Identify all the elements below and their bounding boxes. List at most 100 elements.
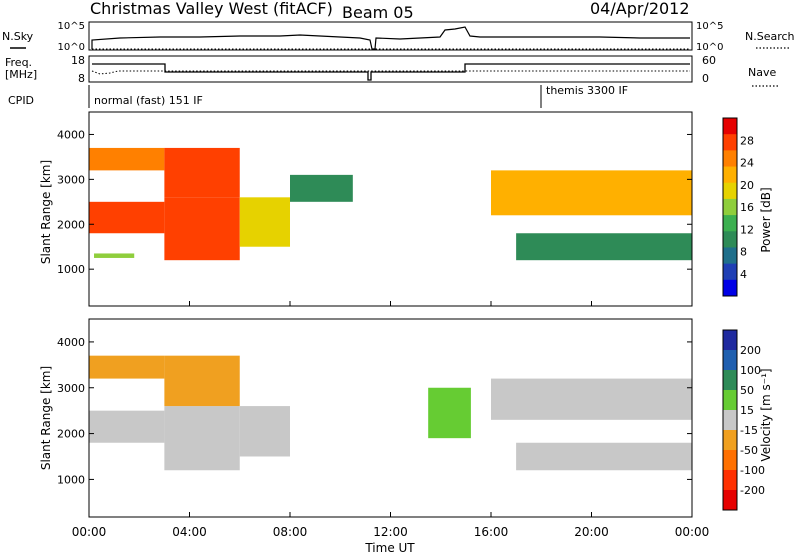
vel-cbar-tick-5: -50	[740, 444, 758, 457]
velocity-region-4	[239, 406, 290, 457]
freq-label-line1: Freq.	[5, 56, 32, 69]
power-region-1	[89, 147, 165, 171]
nave-label: Nave	[748, 66, 776, 79]
nsky-label: N.Sky	[2, 30, 34, 43]
date-label: 04/Apr/2012	[590, 0, 690, 18]
vel-cbar-tick-2: 50	[740, 384, 754, 397]
cpid-mode1: normal (fast) 151 IF	[94, 94, 203, 107]
cpid-label: CPID	[8, 94, 34, 107]
power-ytick-label-2: 3000	[57, 173, 85, 186]
power-region-2	[94, 253, 135, 258]
vel-cbar-tick-3: 15	[740, 404, 754, 417]
power-cbar-tick-2: 20	[740, 179, 754, 192]
power-cbar-swatch-6	[723, 215, 737, 232]
freq-panel: Freq. [MHz] 18 8 60 0 Nave	[5, 54, 780, 87]
vel-cbar-swatch-4	[723, 410, 737, 431]
freq-label-line2: [MHz]	[5, 68, 37, 81]
power-region-4	[164, 147, 240, 198]
power-cbar-swatch-0	[723, 118, 737, 135]
power-cbar-swatch-5	[723, 198, 737, 216]
xtick-label-2: 08:00	[273, 525, 308, 539]
power-cbar-swatch-4	[723, 182, 737, 200]
power-cbar-tick-6: 4	[740, 268, 747, 281]
power-colorbar: 28 24 20 16 12 8 4	[722, 117, 754, 297]
vel-cbar-tick-6: -100	[740, 464, 765, 477]
vel-cbar-swatch-6	[723, 450, 737, 471]
power-region-0	[89, 201, 165, 234]
velocity-region-0	[89, 410, 165, 443]
noise-tick-bottom-left: 10^0	[58, 42, 85, 53]
vel-cbar-swatch-8	[723, 490, 737, 511]
time-xticks: 00:00 04:00 08:00 12:00 16:00 20:00 00:00	[72, 301, 710, 539]
power-region-7	[491, 170, 692, 216]
power-cbar-tick-4: 12	[740, 223, 754, 236]
velocity-region-2	[164, 406, 240, 471]
power-ytick-label-0: 1000	[57, 263, 85, 276]
velocity-ytick-label-2: 3000	[57, 382, 85, 395]
power-cbar-tick-1: 24	[740, 157, 754, 170]
xtick-label-5: 20:00	[574, 525, 609, 539]
freq-tick-top: 18	[71, 54, 85, 67]
power-cbar-swatch-2	[723, 150, 737, 168]
velocity-ytick-label-1: 2000	[57, 428, 85, 441]
vel-cbar-tick-1: 100	[740, 364, 761, 377]
power-cbar-tick-0: 28	[740, 134, 754, 147]
beam-label: Beam 05	[342, 3, 414, 22]
power-cbar-swatch-9	[723, 263, 737, 281]
power-ytick-label-1: 2000	[57, 218, 85, 231]
time-xlabel: Time UT	[364, 541, 415, 554]
vel-cbar-frame	[722, 329, 738, 511]
velocity-region-6	[491, 378, 692, 420]
velocity-region-5	[428, 387, 471, 439]
power-region-8	[516, 233, 692, 261]
power-cbar-title: Power [dB]	[759, 187, 773, 252]
power-cbar-swatch-10	[723, 279, 737, 297]
velocity-ytick-label-3: 4000	[57, 336, 85, 349]
power-ylabel: Slant Range [km]	[39, 160, 53, 264]
nave-line	[91, 70, 690, 75]
vel-cbar-swatch-5	[723, 430, 737, 451]
power-region-5	[239, 197, 290, 247]
noise-tick-top-right: 10^5	[696, 21, 723, 32]
noise-panel: N.Sky 10^5 10^0 10^5 10^0 N.Search	[2, 21, 795, 53]
freq-tick-bottom: 8	[78, 72, 85, 85]
vel-cbar-tick-7: -200	[740, 484, 765, 497]
power-cbar-swatch-3	[723, 166, 737, 184]
noise-tick-top-left: 10^5	[58, 21, 85, 32]
power-cbar-swatch-7	[723, 231, 737, 248]
xtick-label-3: 12:00	[373, 525, 408, 539]
power-panel: Slant Range [km] 1000 2000 3000 4000	[39, 111, 693, 307]
power-cbar-frame	[722, 117, 738, 297]
velocity-ylabel: Slant Range [km]	[39, 366, 53, 470]
freq-line	[92, 63, 690, 81]
velocity-yticks: 1000 2000 3000 4000	[57, 336, 692, 486]
power-region-3	[164, 197, 240, 261]
vel-cbar-tick-4: -15	[740, 424, 758, 437]
velocity-region-3	[164, 355, 240, 407]
vel-cbar-swatch-1	[723, 350, 737, 371]
power-cells	[89, 147, 692, 261]
nsky-line	[91, 26, 690, 50]
power-cbar-tick-5: 8	[740, 246, 747, 259]
velocity-region-7	[516, 442, 692, 471]
xtick-label-0: 00:00	[72, 525, 107, 539]
velocity-region-1	[89, 355, 165, 379]
velocity-cells	[89, 355, 692, 471]
station-title: Christmas Valley West (fitACF)	[90, 0, 333, 18]
velocity-colorbar: 200 100 50 15 -15 -50 -100 -200	[722, 329, 765, 511]
noise-tick-bottom-right: 10^0	[696, 42, 723, 53]
cpid-mode2: themis 3300 IF	[546, 84, 628, 97]
power-region-6	[290, 174, 353, 202]
power-yticks: 1000 2000 3000 4000	[57, 128, 692, 276]
power-cbar-tick-3: 16	[740, 201, 754, 214]
power-ytick-label-3: 4000	[57, 128, 85, 141]
power-cbar-swatch-1	[723, 134, 737, 151]
nave-tick-bottom: 0	[702, 72, 709, 85]
xtick-label-6: 00:00	[675, 525, 710, 539]
velocity-cbar-title: Velocity [m s⁻¹]	[759, 368, 773, 461]
nsearch-label: N.Search	[745, 30, 795, 43]
xtick-label-1: 04:00	[172, 525, 207, 539]
cpid-row: CPID normal (fast) 151 IF themis 3300 IF	[8, 84, 628, 108]
